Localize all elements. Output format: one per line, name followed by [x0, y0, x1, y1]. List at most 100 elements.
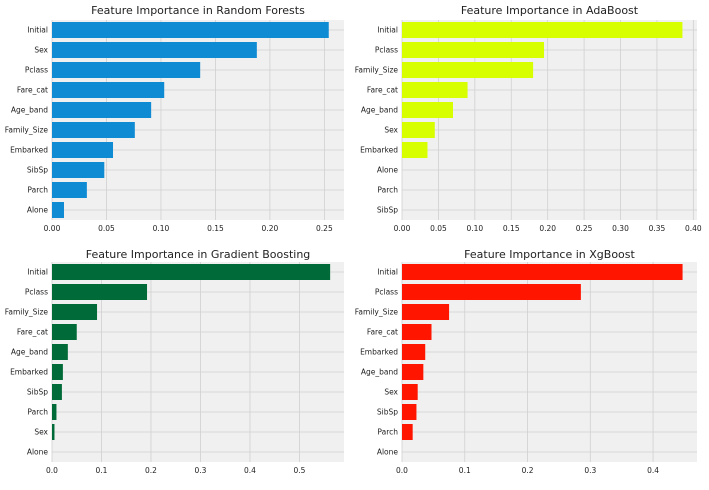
chart3-x-tick-label: 0.3	[584, 466, 596, 475]
chart0-bar-sex	[52, 42, 257, 58]
chart1-x-tick-label: 0.40	[685, 224, 702, 233]
chart3-bar-family-size	[402, 304, 450, 320]
chart3-category-label: Initial	[377, 268, 398, 277]
chart0-x-tick-label: 0.20	[262, 224, 279, 233]
chart3-category-label: Sex	[384, 388, 398, 397]
chart1-category-label: Fare_cat	[367, 86, 398, 95]
chart0-bar-initial	[52, 22, 329, 38]
chart3-bar-sex	[402, 384, 418, 400]
chart0-bar-alone	[52, 202, 64, 218]
chart2-bar-sibsp	[52, 384, 62, 400]
chart0-category-label: SibSp	[27, 166, 48, 175]
chart0-bar-fare-cat	[52, 82, 165, 98]
chart0-x-tick-label: 0.10	[153, 224, 170, 233]
chart2-category-label: Initial	[27, 268, 48, 277]
chart1-bar-family-size	[402, 62, 534, 78]
chart3-category-label: Pclass	[375, 288, 398, 297]
chart1-x-tick-label: 0.25	[576, 224, 593, 233]
chart2-x-tick-label: 0.2	[145, 466, 157, 475]
chart2-category-label: Fare_cat	[17, 328, 48, 337]
chart3-bar-fare-cat	[402, 324, 432, 340]
chart2-category-label: SibSp	[27, 388, 48, 397]
chart2-bar-embarked	[52, 364, 63, 380]
chart3-bar-embarked	[402, 344, 426, 360]
chart2-x-tick-label: 0.1	[96, 466, 108, 475]
chart2-category-label: Pclass	[25, 288, 48, 297]
chart2-bar-sex	[52, 424, 55, 440]
chart1-bar-fare-cat	[402, 82, 468, 98]
chart0-category-label: Fare_cat	[17, 86, 48, 95]
chart1-x-tick-label: 0.10	[466, 224, 483, 233]
chart0-bar-pclass	[52, 62, 201, 78]
chart3-bar-pclass	[402, 284, 581, 300]
chart3-category-label: Age_band	[361, 368, 398, 377]
chart3-category-label: Embarked	[360, 348, 398, 357]
chart0-category-label: Pclass	[25, 66, 48, 75]
chart2-title: Feature Importance in Gradient Boosting	[86, 248, 311, 261]
chart2-bar-fare-cat	[52, 324, 77, 340]
chart0-category-label: Parch	[27, 186, 48, 195]
chart3-category-label: SibSp	[377, 408, 398, 417]
chart1-x-tick-label: 0.30	[612, 224, 629, 233]
chart1-category-label: Initial	[377, 26, 398, 35]
chart3-category-label: Alone	[377, 448, 399, 457]
chart3-bar-age-band	[402, 364, 424, 380]
chart1-category-label: Pclass	[375, 46, 398, 55]
chart0-bar-age-band	[52, 102, 152, 118]
chart1-bar-age-band	[402, 102, 453, 118]
chart1-x-tick-label: 0.15	[503, 224, 520, 233]
chart1-x-tick-label: 0.05	[430, 224, 447, 233]
chart1-bar-pclass	[402, 42, 545, 58]
chart2-category-label: Parch	[27, 408, 48, 417]
chart1-category-label: Family_Size	[355, 66, 399, 75]
chart2-category-label: Alone	[27, 448, 49, 457]
chart0-category-label: Age_band	[11, 106, 48, 115]
chart3-category-label: Parch	[377, 428, 398, 437]
chart3-x-tick-label: 0.2	[522, 466, 534, 475]
chart1-category-label: Parch	[377, 186, 398, 195]
chart0-category-label: Sex	[34, 46, 48, 55]
chart2-x-tick-label: 0.5	[293, 466, 305, 475]
chart2-x-tick-label: 0.3	[195, 466, 207, 475]
chart1-x-tick-label: 0.20	[539, 224, 556, 233]
chart1-category-label: Embarked	[360, 146, 398, 155]
chart2-bar-age-band	[52, 344, 68, 360]
chart0-x-tick-label: 0.00	[44, 224, 61, 233]
chart3-bar-parch	[402, 424, 413, 440]
chart3-x-tick-label: 0.1	[459, 466, 471, 475]
chart1-category-label: Sex	[384, 126, 398, 135]
chart1-category-label: SibSp	[377, 206, 398, 215]
chart1-x-tick-label: 0.00	[394, 224, 411, 233]
chart1-bar-embarked	[402, 142, 428, 158]
chart0-x-tick-label: 0.15	[207, 224, 224, 233]
chart2-bar-family-size	[52, 304, 98, 320]
chart2-x-tick-label: 0.4	[244, 466, 256, 475]
chart2-category-label: Sex	[34, 428, 48, 437]
chart3-x-tick-label: 0.0	[396, 466, 408, 475]
chart2-bar-initial	[52, 264, 331, 280]
chart0-category-label: Initial	[27, 26, 48, 35]
chart3-bar-initial	[402, 264, 683, 280]
chart0-category-label: Family_Size	[5, 126, 49, 135]
chart1-title: Feature Importance in AdaBoost	[461, 4, 639, 17]
chart3-bar-sibsp	[402, 404, 417, 420]
chart0-bar-parch	[52, 182, 87, 198]
chart1-bar-sex	[402, 122, 435, 138]
chart1-category-label: Alone	[377, 166, 399, 175]
chart0-category-label: Alone	[27, 206, 49, 215]
chart0-title: Feature Importance in Random Forests	[91, 4, 305, 17]
chart0-x-tick-label: 0.05	[98, 224, 115, 233]
chart3-category-label: Family_Size	[355, 308, 399, 317]
chart1-category-label: Age_band	[361, 106, 398, 115]
chart0-category-label: Embarked	[10, 146, 48, 155]
chart0-bar-embarked	[52, 142, 114, 158]
chart1-bar-initial	[402, 22, 683, 38]
chart2-category-label: Age_band	[11, 348, 48, 357]
chart2-x-tick-label: 0.0	[46, 466, 58, 475]
chart0-bar-sibsp	[52, 162, 105, 178]
